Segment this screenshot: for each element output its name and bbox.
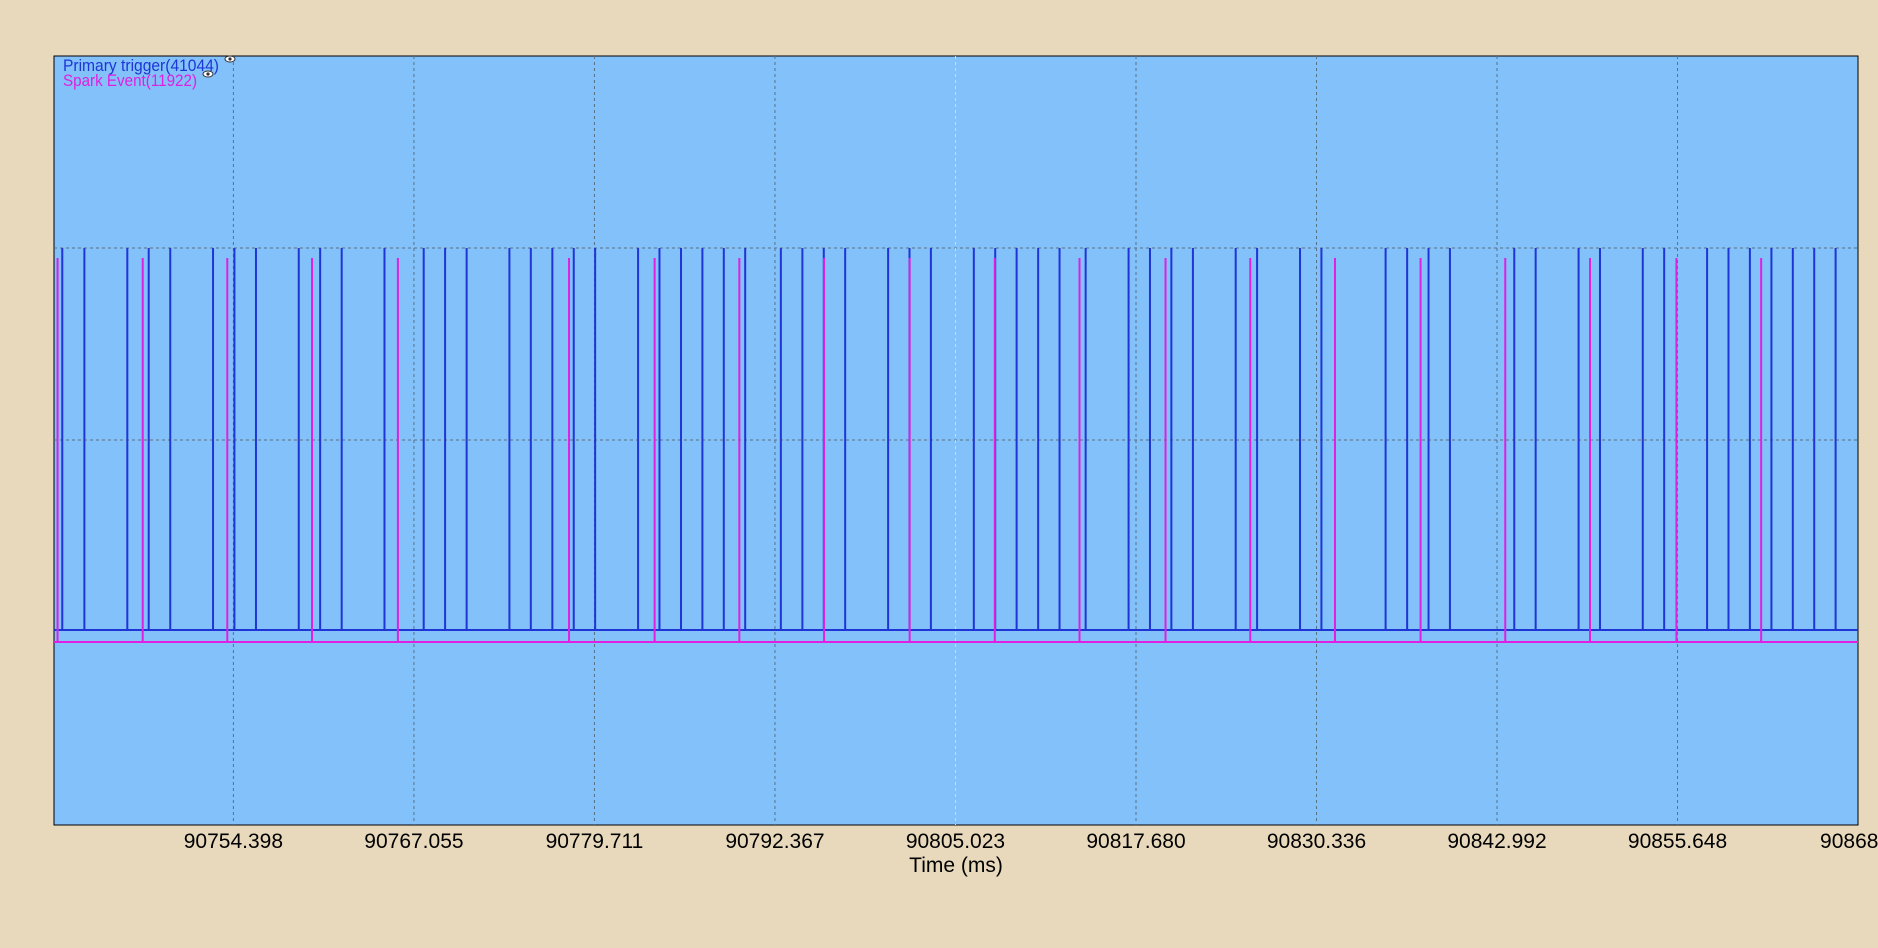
legend-entry: Primary trigger(41044) (63, 56, 219, 75)
x-tick-label: 90842.992 (1447, 830, 1546, 853)
eye-icon[interactable] (224, 55, 236, 63)
x-tick-label: 90754.398 (184, 830, 283, 853)
x-axis-title: Time (ms) (909, 854, 1003, 877)
legend-entry: Spark Event(11922) (63, 71, 197, 90)
x-tick-label: 90805.023 (906, 830, 1005, 853)
series-1 (54, 248, 1858, 631)
x-tick-label: 90767.055 (364, 830, 463, 853)
x-tick-label: 90855.648 (1628, 830, 1727, 853)
series-2 (54, 258, 1858, 643)
eye-icon[interactable] (202, 70, 214, 78)
x-tick-label: 90792.367 (725, 830, 824, 853)
series-traces (54, 248, 1858, 643)
x-tick-label: 90817.680 (1086, 830, 1185, 853)
x-tick-label: 90779.711 (546, 830, 644, 853)
x-tick-labels: 90754.398 90767.055 90779.711 90792.367 9080… (184, 830, 1878, 853)
legend: Primary trigger(41044)Spark Event(11922) (63, 55, 236, 90)
eye-icon-pupil (228, 57, 232, 61)
eye-icon-pupil (206, 72, 210, 76)
x-tick-label: 90868.3 (1820, 830, 1878, 853)
x-tick-label: 90830.336 (1267, 830, 1366, 853)
